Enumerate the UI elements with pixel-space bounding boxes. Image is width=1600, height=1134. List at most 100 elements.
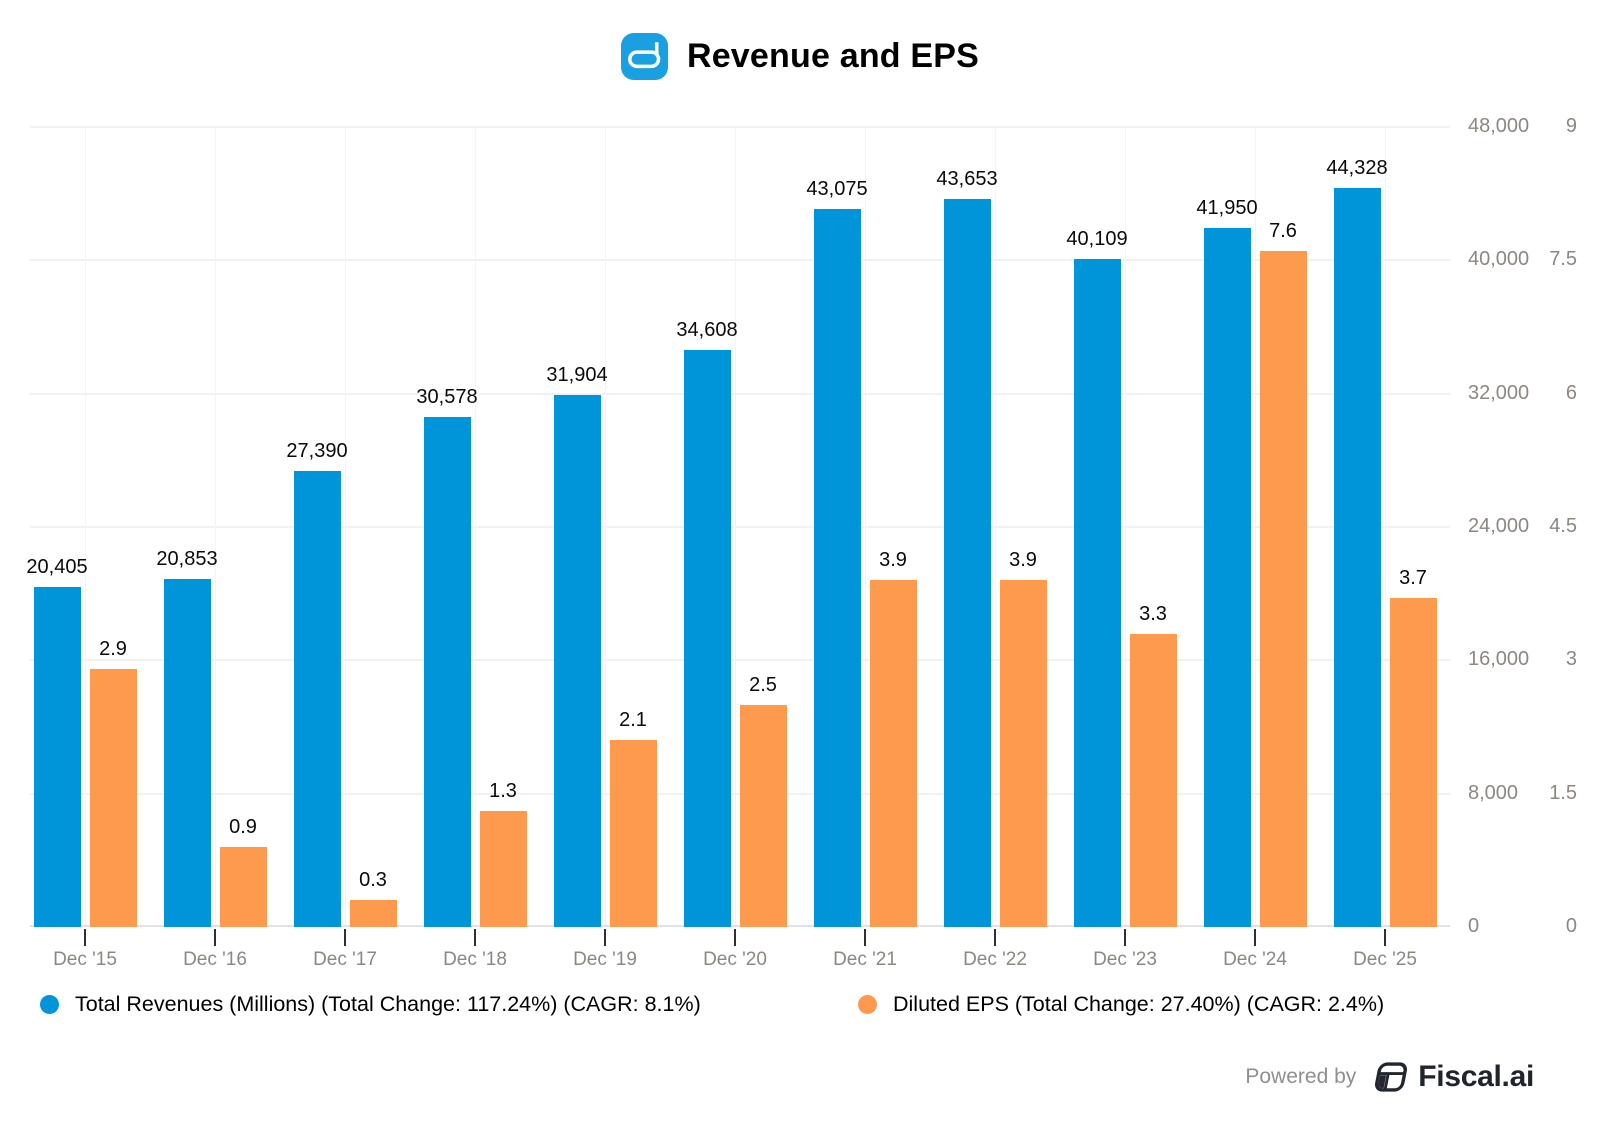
y-axis-label-eps: 9	[1565, 115, 1577, 137]
revenue-bar-label: 34,608	[676, 319, 738, 342]
eps-bar-label: 2.5	[749, 673, 777, 696]
v-gridline	[475, 127, 476, 927]
x-tick	[344, 929, 346, 946]
x-tick	[1384, 929, 1386, 946]
eps-bar-label: 2.9	[99, 638, 127, 661]
x-tick-label: Dec '15	[53, 949, 117, 970]
eps-bar-label: 2.1	[619, 709, 647, 732]
eps-bar-label: 0.3	[359, 869, 387, 892]
revenue-bar[interactable]	[553, 395, 601, 927]
revenue-bar[interactable]	[1203, 227, 1251, 927]
y-axis-label-revenue: 48,000	[1468, 115, 1530, 137]
page-title: Revenue and EPS	[686, 37, 980, 75]
eps-bar-label: 7.6	[1269, 220, 1297, 243]
y-axis-label-revenue: 8,000	[1468, 781, 1519, 804]
revenue-bar-label: 30,578	[416, 386, 478, 409]
x-tick	[1124, 929, 1126, 946]
y-axis-label-revenue: 40,000	[1468, 248, 1530, 271]
v-gridline	[215, 127, 216, 927]
chart-header: Revenue and EPS	[0, 33, 1600, 80]
y-axis-label-eps: 1.5	[1549, 781, 1577, 804]
x-tick-label: Dec '19	[573, 949, 637, 970]
revenue-bar[interactable]	[943, 199, 991, 927]
h-gridline	[30, 126, 1450, 128]
y-axis-label-eps: 6	[1565, 381, 1577, 404]
x-tick-label: Dec '24	[1223, 949, 1287, 970]
revenue-bar[interactable]	[163, 579, 211, 927]
y-axis-label-eps: 0	[1565, 915, 1577, 937]
powered-by-footer[interactable]: Powered by Fiscal.ai	[1245, 1060, 1534, 1094]
revenue-bar[interactable]	[1333, 188, 1381, 927]
powered-by-label: Powered by	[1245, 1065, 1357, 1088]
x-tick	[214, 929, 216, 946]
y-axis-label-revenue: 24,000	[1468, 515, 1530, 537]
y-axis-label-eps: 3	[1565, 648, 1577, 671]
v-gridline	[1125, 127, 1126, 927]
eps-bar[interactable]	[1259, 251, 1307, 927]
v-gridline	[735, 127, 736, 927]
revenue-bar-label: 44,328	[1326, 157, 1388, 180]
eps-bar-label: 0.9	[229, 816, 257, 838]
h-gridline	[30, 526, 1450, 528]
eps-bar-label: 3.9	[879, 549, 907, 572]
x-tick-label: Dec '20	[703, 949, 767, 970]
v-gridline	[85, 127, 86, 927]
eps-bar-label: 3.7	[1399, 567, 1427, 590]
revenue-legend-swatch	[40, 995, 59, 1014]
x-tick-label: Dec '16	[183, 949, 247, 970]
eps-bar-label: 3.3	[1139, 602, 1167, 625]
h-gridline	[30, 659, 1450, 662]
eps-bar-label: 3.9	[1009, 549, 1037, 572]
eps-bar[interactable]	[869, 580, 917, 927]
eps-bar[interactable]	[89, 669, 137, 927]
eps-bar[interactable]	[479, 811, 527, 927]
x-tick	[1254, 929, 1256, 946]
eps-bar[interactable]	[1129, 633, 1177, 927]
revenue-bar-label: 27,390	[286, 439, 348, 462]
h-gridline	[30, 392, 1450, 395]
legend-item-revenue[interactable]: Total Revenues (Millions) (Total Change:…	[40, 992, 701, 1017]
v-gridline	[1255, 127, 1256, 927]
x-tick-label: Dec '23	[1093, 949, 1157, 970]
eps-bar[interactable]	[999, 580, 1047, 927]
x-tick	[994, 929, 996, 946]
eps-bar[interactable]	[219, 847, 267, 927]
x-tick-label: Dec '21	[833, 949, 897, 970]
revenue-bar-label: 43,075	[806, 178, 868, 201]
revenue-bar[interactable]	[813, 209, 861, 927]
legend-item-eps[interactable]: Diluted EPS (Total Change: 27.40%) (CAGR…	[858, 992, 1384, 1017]
fiscalai-brand: Fiscal.ai	[1418, 1060, 1534, 1093]
v-gridline	[995, 127, 996, 927]
v-gridline	[345, 127, 346, 927]
revenue-bar-label: 43,653	[936, 168, 998, 191]
v-gridline	[605, 127, 606, 927]
eps-legend-label: Diluted EPS (Total Change: 27.40%) (CAGR…	[893, 992, 1385, 1016]
y-axis-label-eps: 4.5	[1549, 515, 1577, 537]
revenue-bar-label: 41,950	[1196, 196, 1258, 219]
x-tick	[864, 929, 866, 946]
eps-bar[interactable]	[739, 704, 787, 927]
revenue-bar[interactable]	[423, 417, 471, 927]
abbott-logo-icon	[620, 33, 668, 80]
x-tick	[604, 929, 606, 946]
revenue-bar[interactable]	[293, 470, 341, 927]
fiscalai-logo-icon	[1370, 1060, 1408, 1094]
x-tick	[734, 929, 736, 946]
eps-bar[interactable]	[1389, 598, 1437, 927]
eps-bar[interactable]	[609, 740, 657, 927]
x-tick-label: Dec '25	[1353, 949, 1417, 970]
revenue-bar-label: 31,904	[546, 364, 608, 387]
eps-bar[interactable]	[349, 900, 397, 927]
v-gridline	[865, 127, 866, 927]
eps-bar-label: 1.3	[489, 780, 517, 803]
x-tick-label: Dec '17	[313, 949, 377, 970]
revenue-bar[interactable]	[683, 350, 731, 927]
revenue-bar-label: 40,109	[1066, 227, 1128, 250]
revenue-bar[interactable]	[33, 586, 81, 927]
revenue-bar-label: 20,405	[26, 555, 88, 578]
y-axis-label-revenue: 32,000	[1468, 381, 1530, 404]
x-tick	[474, 929, 476, 946]
y-axis-label-eps: 7.5	[1549, 248, 1577, 271]
revenue-bar[interactable]	[1073, 258, 1121, 927]
